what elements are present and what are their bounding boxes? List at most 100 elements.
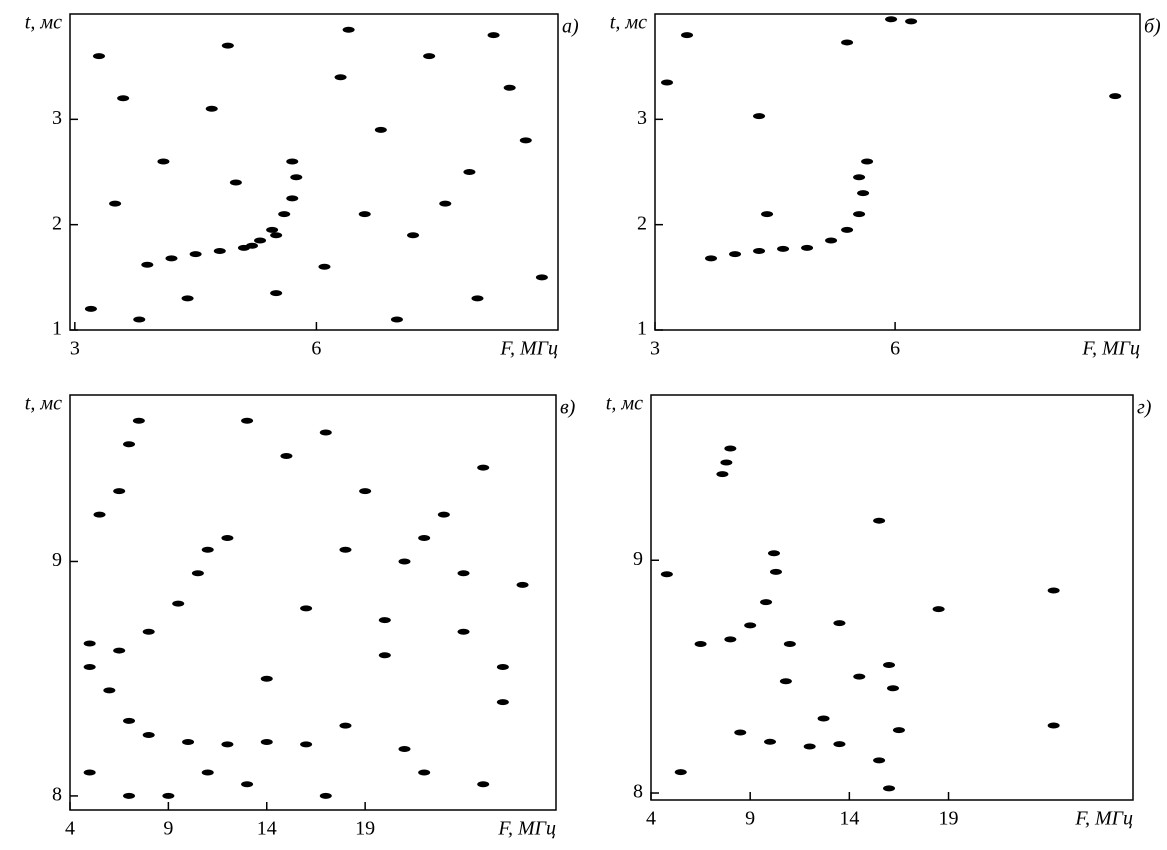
data-point	[245, 242, 258, 249]
data-point	[883, 785, 896, 792]
data-point	[764, 738, 777, 745]
data-point	[661, 79, 674, 86]
data-point	[260, 739, 273, 746]
data-point	[83, 663, 96, 670]
data-point	[141, 261, 154, 268]
data-point	[278, 211, 291, 218]
data-point	[93, 511, 106, 518]
data-point	[724, 445, 737, 452]
y-axis-label: t, мс	[606, 393, 643, 415]
data-point	[103, 687, 116, 694]
data-point	[123, 792, 136, 799]
data-point	[142, 628, 155, 635]
data-point	[1047, 587, 1060, 594]
data-point	[496, 699, 509, 706]
data-point	[724, 636, 737, 643]
data-point	[342, 26, 355, 33]
data-point	[760, 599, 773, 606]
data-point	[189, 251, 202, 258]
data-point	[290, 174, 303, 181]
data-point	[132, 417, 145, 424]
data-point	[162, 792, 175, 799]
data-point	[165, 255, 178, 262]
data-point	[660, 571, 673, 578]
data-point	[407, 232, 420, 239]
data-point	[783, 641, 796, 648]
data-point	[270, 290, 283, 297]
data-point	[681, 32, 694, 39]
data-point	[270, 232, 283, 239]
x-tick-label: 19	[355, 818, 375, 840]
data-point	[378, 617, 391, 624]
panel-label: в)	[560, 397, 576, 419]
data-point	[777, 245, 790, 252]
data-point	[769, 568, 782, 575]
x-axis-label: F, МГц	[497, 818, 556, 840]
data-point	[833, 741, 846, 748]
x-tick-label: 6	[890, 338, 900, 360]
y-axis-label: t, мс	[25, 393, 62, 415]
data-point	[883, 662, 896, 668]
data-point	[390, 316, 403, 323]
data-point	[487, 32, 500, 39]
data-point	[157, 158, 170, 165]
data-point	[439, 200, 452, 207]
x-axis-label: F, МГц	[1081, 338, 1140, 360]
y-tick-label: 9	[52, 549, 62, 571]
data-point	[886, 685, 899, 692]
x-tick-label: 6	[311, 338, 321, 360]
data-point	[142, 731, 155, 738]
data-point	[892, 727, 905, 734]
plot-frame	[654, 13, 1141, 331]
data-point	[113, 647, 126, 654]
data-point	[339, 546, 352, 553]
data-point	[205, 105, 218, 112]
data-point	[817, 715, 830, 722]
data-point	[503, 84, 516, 91]
data-point	[853, 174, 866, 181]
data-point	[117, 95, 130, 102]
data-point	[221, 42, 234, 49]
data-point	[674, 769, 687, 776]
y-axis-label: t, мс	[25, 12, 62, 34]
data-point	[779, 678, 792, 685]
data-point	[861, 158, 874, 165]
data-point	[853, 211, 866, 218]
data-point	[905, 18, 918, 25]
data-point	[705, 255, 718, 262]
plot-frame	[69, 13, 559, 331]
data-point	[300, 741, 313, 748]
data-point	[853, 673, 866, 680]
x-tick-label: 14	[839, 808, 859, 830]
plot-frame	[69, 394, 557, 811]
x-axis-label: F, МГц	[1074, 808, 1133, 830]
data-point	[753, 248, 766, 254]
data-point	[286, 195, 299, 202]
data-point	[463, 169, 476, 175]
plot-frame	[650, 394, 1134, 801]
x-tick-label: 14	[257, 818, 277, 840]
data-point	[519, 137, 532, 144]
data-point	[83, 769, 96, 776]
data-point	[334, 74, 347, 81]
data-point	[358, 211, 371, 218]
panel-label: б)	[1144, 16, 1161, 38]
data-point	[825, 237, 838, 244]
data-point	[83, 640, 96, 647]
data-point	[213, 248, 226, 254]
data-point	[123, 717, 136, 724]
data-point	[841, 226, 854, 233]
data-point	[221, 535, 234, 542]
data-point	[477, 464, 490, 471]
data-point	[221, 741, 234, 748]
data-point	[378, 652, 391, 659]
data-point	[182, 739, 195, 746]
x-tick-label: 4	[65, 818, 75, 840]
data-point	[84, 305, 97, 312]
data-point	[734, 729, 747, 736]
data-point	[201, 546, 214, 553]
x-tick-label: 4	[646, 808, 656, 830]
data-point	[496, 663, 509, 670]
y-tick-label: 2	[52, 212, 62, 234]
